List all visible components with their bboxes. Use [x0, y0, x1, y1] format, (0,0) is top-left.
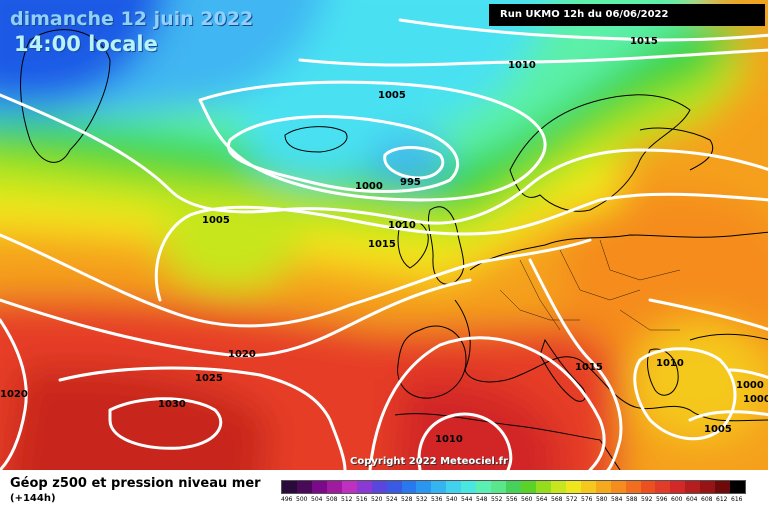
- color-scale-swatch: [655, 481, 671, 493]
- isobar-label: 1005: [378, 90, 406, 101]
- color-scale-label: 508: [326, 496, 338, 503]
- isobar-label: 1005: [202, 215, 230, 226]
- color-scale-swatch: [550, 481, 566, 493]
- color-scale-label: 532: [416, 496, 428, 503]
- color-scale-label: 584: [611, 496, 623, 503]
- color-scale-label: 572: [566, 496, 578, 503]
- color-scale-swatch: [341, 481, 357, 493]
- color-scale-label: 500: [296, 496, 308, 503]
- isobar-label: 1015: [368, 239, 396, 250]
- color-scale-label: 616: [731, 496, 743, 503]
- copyright-notice: Copyright 2022 Meteociel.fr: [350, 456, 508, 467]
- color-scale-label: 608: [701, 496, 713, 503]
- lead-time: (+144h): [10, 493, 56, 504]
- color-scale-label: 604: [686, 496, 698, 503]
- color-scale-swatch: [416, 481, 432, 493]
- isobar-label: 1010: [388, 220, 416, 231]
- color-scale-label: 516: [356, 496, 368, 503]
- color-scale-swatch: [326, 481, 342, 493]
- color-scale-label: 612: [716, 496, 728, 503]
- color-scale-swatch: [476, 481, 492, 493]
- coastlines: [20, 29, 768, 470]
- isobar-label: 1010: [508, 60, 536, 71]
- color-scale-label: 596: [656, 496, 668, 503]
- isobars: [0, 18, 768, 470]
- color-scale-swatch: [401, 481, 417, 493]
- color-scale-swatch: [446, 481, 462, 493]
- color-scale-swatch: [521, 481, 536, 493]
- color-scale-label: 548: [476, 496, 488, 503]
- color-scale-swatch: [431, 481, 447, 493]
- color-scale-swatch: [296, 481, 312, 493]
- color-scale-swatch: [685, 481, 701, 493]
- color-scale-swatch: [700, 481, 716, 493]
- color-scale-swatch: [565, 481, 581, 493]
- isobar-label: 1000: [355, 181, 383, 192]
- color-scale-swatch: [580, 481, 596, 493]
- geopotential-map: 1015 1010 1005 1000 995 1005 1010 1015 1…: [0, 0, 768, 470]
- isobar-label: 1010: [435, 434, 463, 445]
- color-scale-swatch: [356, 481, 372, 493]
- isobar-label: 1015: [630, 36, 658, 47]
- color-scale-label: 524: [386, 496, 398, 503]
- isobar-labels: 1015 1010 1005 1000 995 1005 1010 1015 1…: [0, 36, 768, 445]
- color-scale-swatch: [371, 481, 387, 493]
- color-scale-label: 540: [446, 496, 458, 503]
- color-scale-swatch: [311, 481, 327, 493]
- color-scale-label: 512: [341, 496, 353, 503]
- isobar-label: 1015: [575, 362, 603, 373]
- color-scale-label: 496: [281, 496, 293, 503]
- color-scale-swatch: [610, 481, 626, 493]
- color-scale-swatch: [715, 481, 731, 493]
- forecast-local-time: 14:00 locale: [14, 32, 158, 56]
- color-scale-swatch: [535, 481, 551, 493]
- color-scale: [281, 480, 746, 494]
- color-scale-swatch: [640, 481, 656, 493]
- color-scale-label: 544: [461, 496, 473, 503]
- color-scale-label: 520: [371, 496, 383, 503]
- forecast-date: dimanche 12 juin 2022: [10, 8, 254, 30]
- color-scale-labels: 496 500 504 508 512 516 520 524 528 532 536 540 544 5…: [281, 496, 761, 506]
- color-scale-label: 560: [521, 496, 533, 503]
- color-scale-swatch: [595, 481, 611, 493]
- color-scale-label: 592: [641, 496, 653, 503]
- isobar-label: 1020: [228, 349, 256, 360]
- product-title: Géop z500 et pression niveau mer: [10, 476, 261, 491]
- color-scale-label: 552: [491, 496, 503, 503]
- color-scale-label: 564: [536, 496, 548, 503]
- color-scale-label: 504: [311, 496, 323, 503]
- borders: [499, 239, 681, 331]
- color-scale-label: 536: [431, 496, 443, 503]
- color-scale-swatch: [670, 481, 686, 493]
- color-scale-swatch: [730, 481, 746, 493]
- isobar-label: 1025: [195, 373, 223, 384]
- color-scale-label: 580: [596, 496, 608, 503]
- model-run-label: Run UKMO 12h du 06/06/2022: [489, 4, 765, 26]
- isobar-label: 995: [400, 177, 421, 188]
- isobar-label: 1000: [743, 394, 768, 405]
- color-scale-swatch: [506, 481, 521, 493]
- isobar-label: 1005: [704, 424, 732, 435]
- isobar-label: 1030: [158, 399, 186, 410]
- color-scale-label: 528: [401, 496, 413, 503]
- geopotential-field: [0, 0, 768, 470]
- color-scale-swatch: [282, 481, 297, 493]
- color-scale-swatch: [386, 481, 402, 493]
- isobar-label: 1020: [0, 389, 28, 400]
- isobar-label: 1000: [736, 380, 764, 391]
- legend-bar: Géop z500 et pression niveau mer (+144h)…: [0, 470, 768, 512]
- color-scale-label: 576: [581, 496, 593, 503]
- color-scale-label: 556: [506, 496, 518, 503]
- color-scale-swatch: [461, 481, 477, 493]
- color-scale-swatch: [491, 481, 507, 493]
- color-scale-label: 588: [626, 496, 638, 503]
- isobar-label: 1010: [656, 358, 684, 369]
- color-scale-label: 568: [551, 496, 563, 503]
- color-scale-label: 600: [671, 496, 683, 503]
- color-scale-swatch: [625, 481, 641, 493]
